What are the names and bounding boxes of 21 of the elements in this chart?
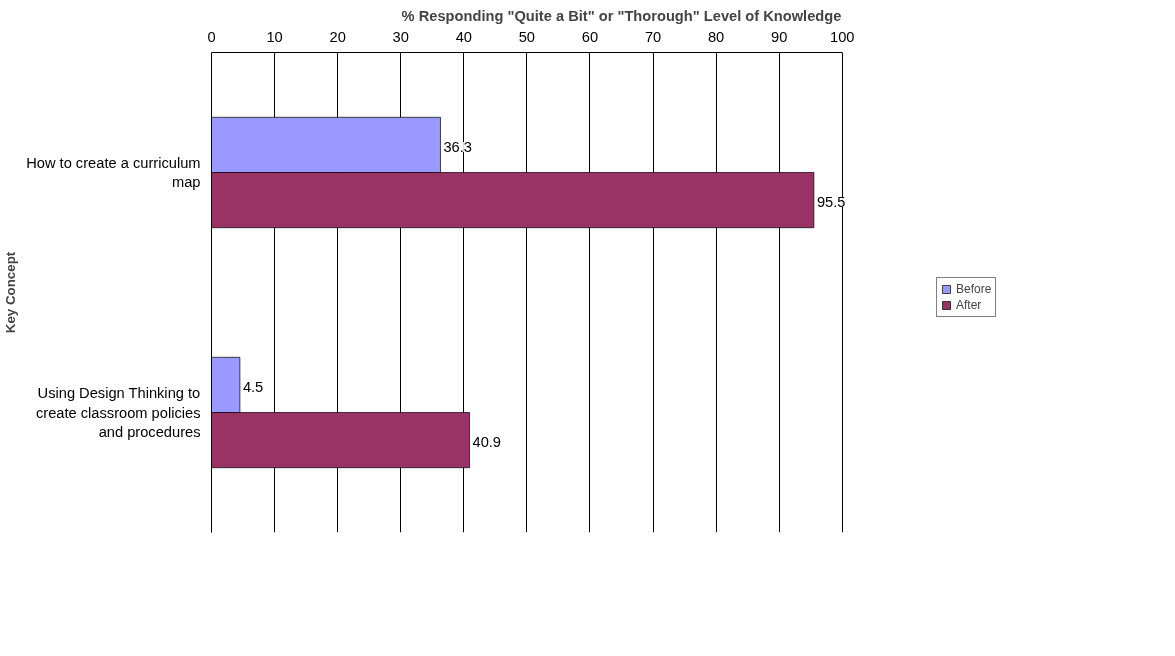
data-label: 95.5 <box>816 194 846 211</box>
y-axis-title: Key Concept <box>3 251 19 334</box>
x-tick-label: 80 <box>707 28 725 45</box>
x-tick-label: 0 <box>207 28 216 45</box>
y-tick-label: How to create a curriculum map <box>26 154 201 191</box>
data-label: 36.3 <box>443 138 472 155</box>
x-tick-label: 100 <box>830 28 855 45</box>
data-label: 4.5 <box>242 378 264 395</box>
x-tick-label: 90 <box>771 28 788 45</box>
x-tick-label: 70 <box>644 28 662 45</box>
x-tick-label: 60 <box>581 28 599 45</box>
x-tick-label: 40 <box>455 28 472 45</box>
data-label: 40.9 <box>472 434 502 451</box>
legend-label: Before <box>956 282 992 296</box>
x-tick-label: 50 <box>518 28 536 45</box>
x-tick-label: 30 <box>392 28 409 45</box>
x-tick-label: 10 <box>266 28 283 45</box>
x-tick-label: 20 <box>329 28 346 45</box>
y-tick-label: Using Design Thinking to create classroom policies and procedures <box>35 385 201 440</box>
legend-label: After <box>956 298 982 312</box>
chart-title: % Responding "Quite a Bit" or "Thorough" Level of Knowledge <box>401 7 842 24</box>
